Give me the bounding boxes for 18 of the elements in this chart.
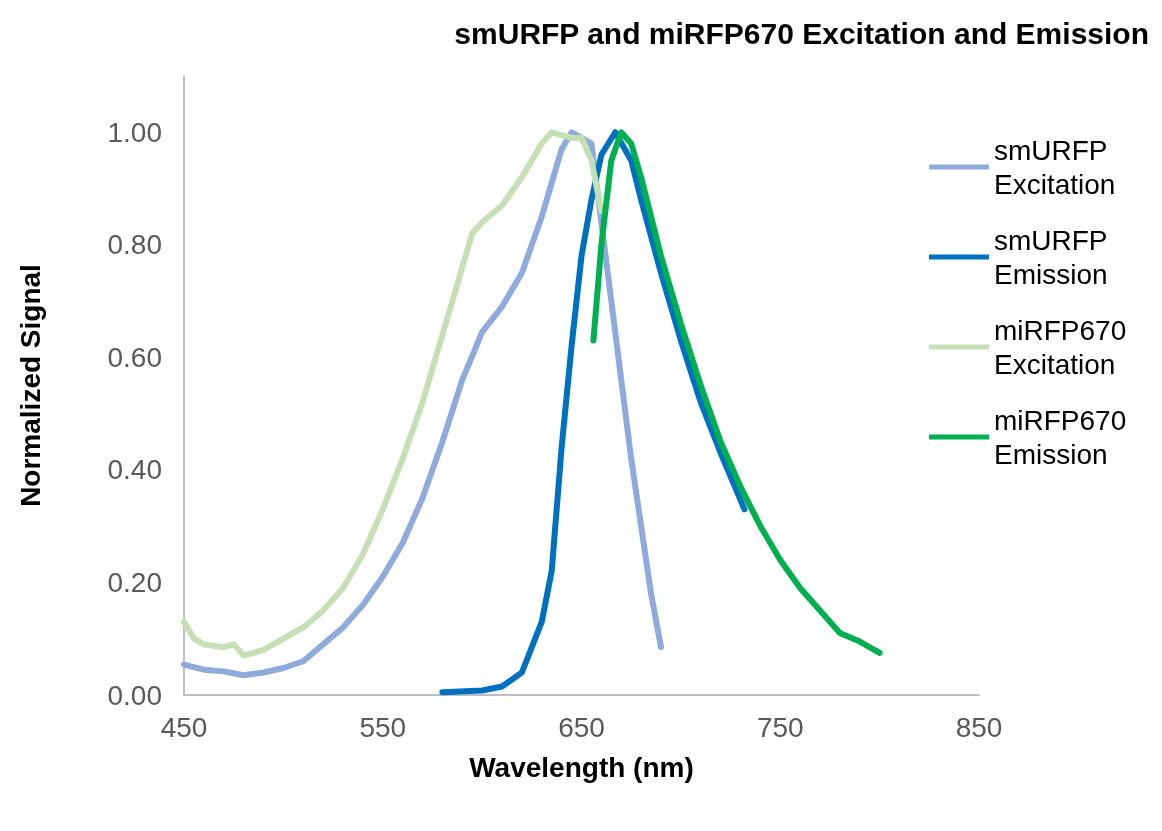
y-tick-label: 0.60 — [107, 341, 162, 373]
x-axis-title: Wavelength (nm) — [469, 751, 694, 783]
x-tick-label: 750 — [756, 711, 804, 743]
x-tick-label: 550 — [359, 711, 407, 743]
y-tick-label: 0.00 — [107, 679, 162, 711]
chart-title: smURFP and miRFP670 Excitation and Emission — [454, 16, 1149, 50]
y-tick-label: 0.80 — [107, 229, 162, 261]
y-axis-title: Normalized Signal — [14, 264, 46, 507]
legend-label: miRFP670 Emission — [994, 404, 1135, 470]
y-tick-label: 0.40 — [107, 454, 162, 486]
legend-label: smURFP Excitation — [994, 134, 1116, 200]
x-tick-label: 850 — [955, 711, 1003, 743]
y-tick-label: 1.00 — [107, 116, 162, 148]
legend-label: smURFP Emission — [994, 224, 1115, 290]
y-tick-label: 0.20 — [107, 566, 162, 598]
x-tick-label: 450 — [160, 711, 208, 743]
x-tick-label: 650 — [558, 711, 605, 743]
legend-label: miRFP670 Excitation — [994, 314, 1135, 380]
